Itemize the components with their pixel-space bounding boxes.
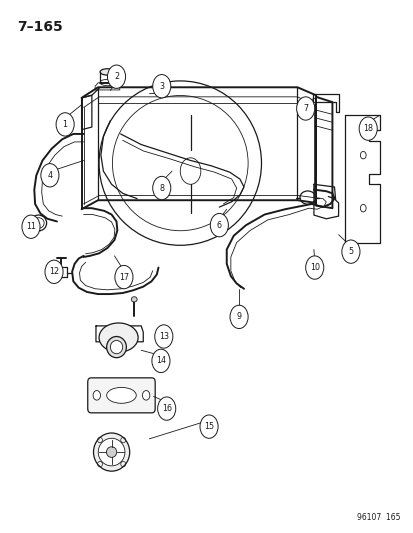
Ellipse shape bbox=[100, 69, 115, 75]
Ellipse shape bbox=[107, 336, 126, 358]
Text: 17: 17 bbox=[119, 272, 129, 281]
Circle shape bbox=[142, 391, 150, 400]
Circle shape bbox=[305, 256, 323, 279]
Ellipse shape bbox=[98, 438, 125, 466]
Circle shape bbox=[93, 391, 100, 400]
Ellipse shape bbox=[93, 433, 129, 471]
Text: 7: 7 bbox=[302, 104, 308, 113]
Circle shape bbox=[341, 240, 359, 263]
Circle shape bbox=[152, 176, 171, 200]
Circle shape bbox=[115, 265, 133, 289]
Ellipse shape bbox=[110, 341, 122, 354]
Text: 12: 12 bbox=[49, 268, 59, 276]
Ellipse shape bbox=[131, 297, 137, 302]
Text: 6: 6 bbox=[216, 221, 221, 230]
Text: 15: 15 bbox=[204, 422, 214, 431]
Ellipse shape bbox=[99, 323, 138, 352]
Text: 13: 13 bbox=[159, 332, 169, 341]
FancyBboxPatch shape bbox=[88, 378, 155, 413]
Text: 1: 1 bbox=[62, 120, 67, 129]
Text: 16: 16 bbox=[161, 404, 171, 413]
Text: 10: 10 bbox=[309, 263, 319, 272]
Circle shape bbox=[22, 215, 40, 238]
Circle shape bbox=[56, 113, 74, 136]
Text: 7–165: 7–165 bbox=[17, 20, 63, 34]
Text: 96107  165: 96107 165 bbox=[356, 513, 399, 522]
Circle shape bbox=[152, 349, 170, 373]
Circle shape bbox=[154, 325, 173, 348]
Circle shape bbox=[45, 260, 63, 284]
Circle shape bbox=[199, 415, 218, 438]
Circle shape bbox=[210, 214, 228, 237]
Text: 18: 18 bbox=[362, 124, 372, 133]
Text: 2: 2 bbox=[114, 72, 119, 81]
Ellipse shape bbox=[107, 387, 136, 403]
Circle shape bbox=[358, 117, 376, 140]
Text: 8: 8 bbox=[159, 183, 164, 192]
Ellipse shape bbox=[106, 447, 116, 457]
Text: 4: 4 bbox=[47, 171, 52, 180]
Circle shape bbox=[296, 97, 314, 120]
Circle shape bbox=[230, 305, 247, 328]
Text: 3: 3 bbox=[159, 82, 164, 91]
Circle shape bbox=[41, 164, 59, 187]
Circle shape bbox=[107, 65, 125, 88]
Text: 5: 5 bbox=[347, 247, 353, 256]
Circle shape bbox=[157, 397, 176, 420]
Text: 14: 14 bbox=[156, 357, 166, 366]
Text: 11: 11 bbox=[26, 222, 36, 231]
Text: 9: 9 bbox=[236, 312, 241, 321]
Circle shape bbox=[152, 75, 171, 98]
